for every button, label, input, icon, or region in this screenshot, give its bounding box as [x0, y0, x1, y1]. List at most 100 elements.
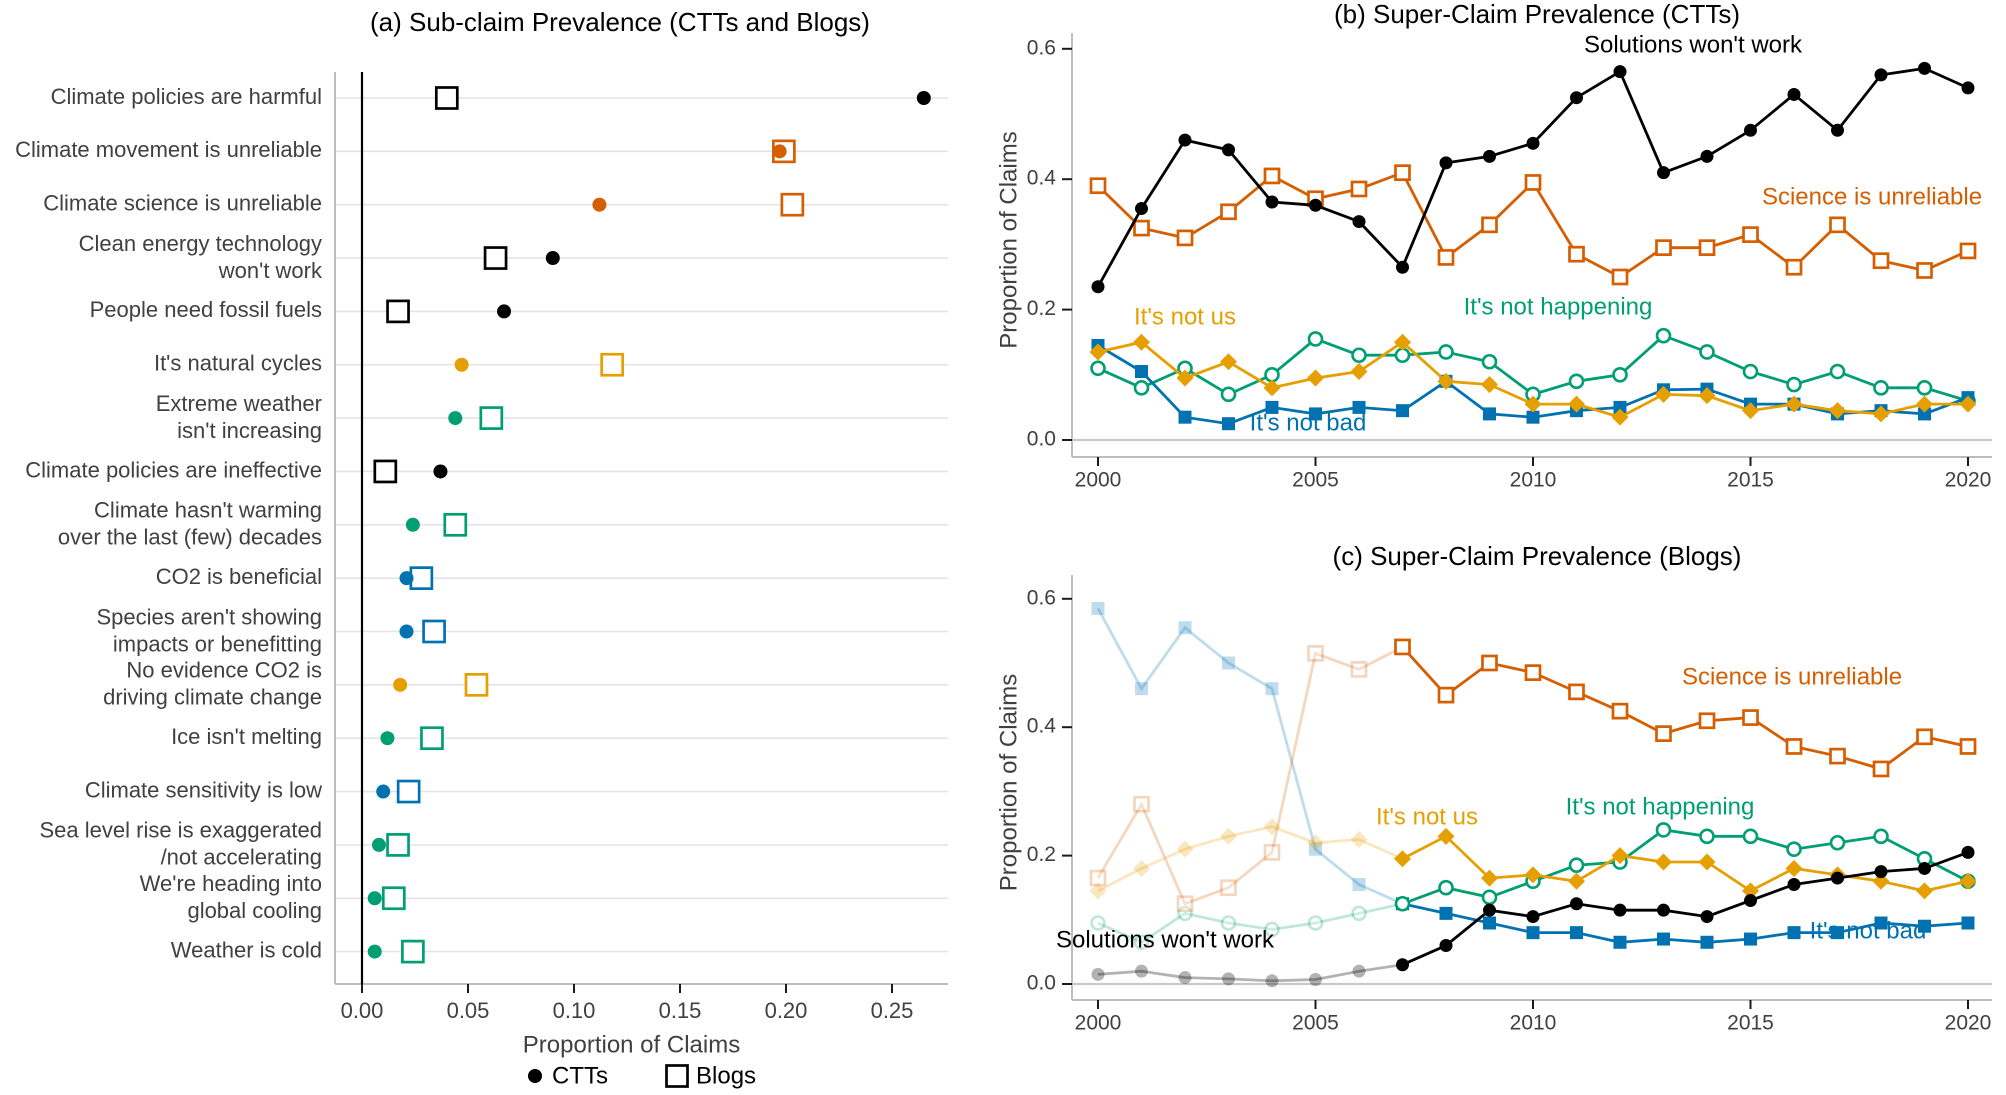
- x-tick-label: 0.05: [447, 998, 490, 1023]
- data-point: [1396, 958, 1409, 972]
- x-tick-label: 2010: [1510, 1012, 1557, 1035]
- category-label: /not accelerating: [161, 845, 322, 870]
- category-label: over the last (few) decades: [58, 525, 322, 550]
- series-line-faded: [1096, 645, 1404, 906]
- data-point: [1568, 872, 1585, 890]
- data-point: [1309, 973, 1322, 987]
- data-point: [1481, 889, 1498, 906]
- data-point: [1785, 258, 1803, 276]
- data-point: [1178, 133, 1192, 147]
- data-point: [1396, 404, 1409, 418]
- category-label: won't work: [218, 258, 323, 283]
- data-point: [1483, 407, 1496, 421]
- data-point: [600, 352, 625, 377]
- data-point: [1829, 363, 1846, 380]
- data-point: [1959, 872, 1977, 890]
- legend-label-ctts: CTTs: [552, 1062, 608, 1089]
- data-point: [1568, 395, 1585, 413]
- data-point: [422, 619, 446, 644]
- data-point: [1612, 366, 1628, 383]
- panel-b-title: (b) Super-Claim Prevalence (CTTs): [1334, 0, 1740, 29]
- data-point: [1831, 123, 1844, 137]
- data-point: [1178, 971, 1192, 985]
- data-point: [401, 939, 425, 964]
- category-label: Climate sensitivity is low: [85, 777, 322, 802]
- data-point: [1220, 353, 1237, 371]
- data-point: [1611, 702, 1629, 720]
- category-label: We're heading into: [140, 871, 322, 896]
- panel-c: (c) Super-Claim Prevalence (Blogs) Propor…: [995, 541, 1992, 1035]
- data-point: [1133, 934, 1150, 951]
- x-tick-label: 0.20: [765, 998, 808, 1023]
- data-point: [1787, 87, 1801, 101]
- data-point: [1133, 380, 1150, 396]
- data-point: [1872, 252, 1890, 270]
- category-label: Climate policies are harmful: [51, 84, 322, 109]
- series-annotation-not_bad: It's not bad: [1810, 917, 1927, 944]
- category-label: It's natural cycles: [154, 351, 322, 376]
- data-point: [1091, 967, 1105, 981]
- data-point: [1916, 395, 1933, 413]
- data-point: [1133, 795, 1150, 813]
- data-point: [1961, 845, 1975, 859]
- data-point: [1309, 198, 1322, 212]
- data-point: [1351, 905, 1367, 922]
- data-point: [1961, 916, 1975, 930]
- data-point: [1220, 203, 1237, 221]
- data-point: [1263, 167, 1281, 185]
- data-point: [1655, 853, 1672, 871]
- data-point: [1786, 376, 1802, 393]
- data-point: [1874, 865, 1888, 879]
- x-tick-label: 0.10: [553, 998, 596, 1023]
- data-point: [376, 784, 391, 799]
- series-line-faded: [1097, 825, 1404, 893]
- series-annotation-not_happening: It's not happening: [1464, 293, 1653, 320]
- y-axis-title: Proportion of Claims: [995, 131, 1022, 348]
- data-point: [367, 944, 382, 959]
- data-point: [381, 886, 406, 911]
- data-point: [1307, 645, 1324, 662]
- data-point: [1437, 686, 1455, 704]
- data-point: [1265, 682, 1279, 696]
- data-point: [483, 246, 508, 270]
- data-point: [1700, 910, 1714, 924]
- data-point: [1742, 882, 1759, 900]
- category-label: Climate movement is unreliable: [15, 137, 322, 162]
- category-label: People need fossil fuels: [90, 297, 322, 322]
- x-tick-label: 2015: [1727, 469, 1774, 492]
- data-point: [1526, 926, 1540, 940]
- series-line: [1402, 902, 1969, 944]
- data-point: [1872, 760, 1890, 778]
- data-point: [1307, 331, 1324, 347]
- data-point: [1309, 407, 1322, 421]
- series-solutions: [1091, 845, 1975, 988]
- data-point: [1698, 239, 1716, 257]
- x-tick-label: 2010: [1510, 469, 1557, 492]
- category-label: driving climate change: [103, 685, 322, 710]
- data-point: [433, 464, 448, 479]
- data-point: [1483, 903, 1496, 917]
- data-point: [1089, 343, 1107, 361]
- data-point: [1916, 262, 1933, 279]
- data-point: [1655, 822, 1672, 838]
- data-point: [1742, 709, 1759, 726]
- data-point: [405, 517, 420, 532]
- legend: CTTs Blogs: [528, 1062, 756, 1089]
- data-point: [1526, 910, 1540, 924]
- data-point: [1133, 333, 1150, 351]
- data-point: [1570, 897, 1583, 911]
- x-tick-label: 2005: [1292, 469, 1339, 492]
- data-point: [1570, 91, 1583, 105]
- data-point: [1526, 410, 1540, 424]
- data-point: [1352, 964, 1366, 978]
- data-point: [1439, 906, 1453, 920]
- data-point: [1655, 327, 1672, 344]
- data-point: [1351, 347, 1367, 364]
- data-point: [1352, 400, 1366, 414]
- panel-a: (a) Sub-claim Prevalence (CTTs and Blogs…: [15, 7, 948, 1089]
- category-label: Climate policies are ineffective: [25, 457, 322, 482]
- x-tick-label: 0.25: [871, 998, 914, 1023]
- data-point: [1916, 728, 1933, 746]
- series-annotation-science: Science is unreliable: [1682, 663, 1902, 690]
- x-tick-label: 2005: [1292, 1012, 1339, 1035]
